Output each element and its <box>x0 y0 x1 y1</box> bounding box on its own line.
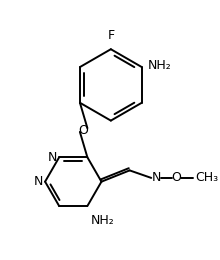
Text: N: N <box>48 151 57 164</box>
Text: F: F <box>107 29 114 42</box>
Text: N: N <box>34 175 43 188</box>
Text: O: O <box>79 124 89 136</box>
Text: N: N <box>151 171 161 184</box>
Text: NH₂: NH₂ <box>147 59 171 72</box>
Text: CH₃: CH₃ <box>195 171 218 184</box>
Text: NH₂: NH₂ <box>91 213 115 226</box>
Text: O: O <box>172 171 181 184</box>
